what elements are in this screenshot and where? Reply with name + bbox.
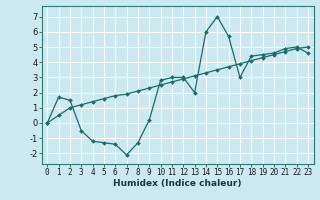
X-axis label: Humidex (Indice chaleur): Humidex (Indice chaleur) [113, 179, 242, 188]
